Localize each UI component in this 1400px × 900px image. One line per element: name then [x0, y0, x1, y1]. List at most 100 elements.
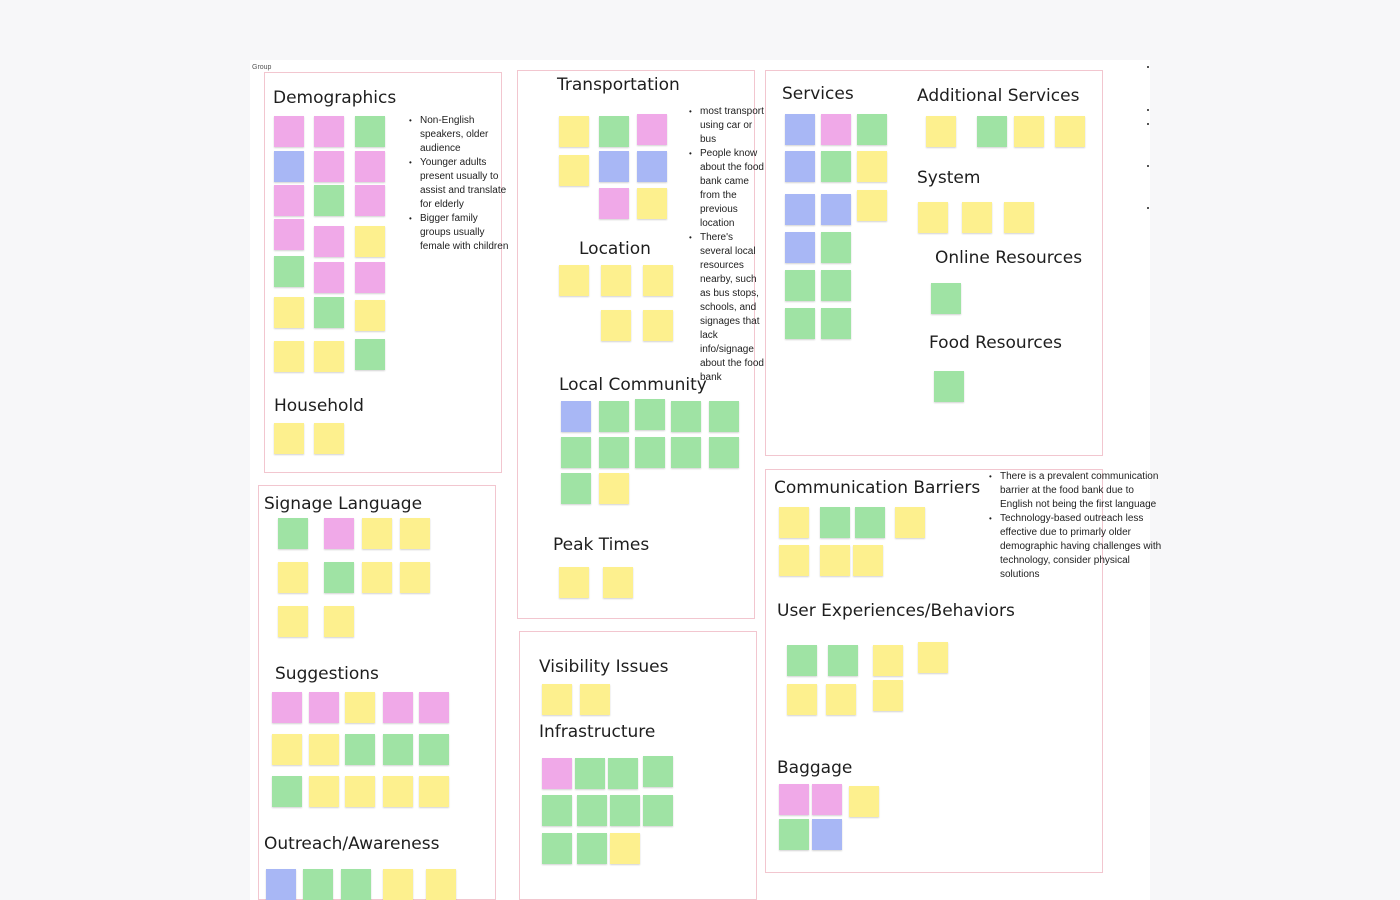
sticky-note[interactable] [855, 507, 885, 538]
sticky-note[interactable] [324, 562, 354, 593]
sticky-note[interactable] [821, 114, 851, 145]
sticky-note[interactable] [857, 114, 887, 145]
sticky-note[interactable] [426, 869, 456, 900]
sticky-note[interactable] [272, 692, 302, 723]
sticky-note[interactable] [599, 473, 629, 504]
sticky-note[interactable] [787, 645, 817, 676]
sticky-note[interactable] [812, 819, 842, 850]
sticky-note[interactable] [355, 300, 385, 331]
sticky-note[interactable] [274, 151, 304, 182]
sticky-note[interactable] [895, 507, 925, 538]
sticky-note[interactable] [341, 869, 371, 900]
sticky-note[interactable] [345, 734, 375, 765]
sticky-note[interactable] [934, 371, 964, 402]
sticky-note[interactable] [345, 692, 375, 723]
sticky-note[interactable] [575, 758, 605, 789]
sticky-note[interactable] [274, 341, 304, 372]
sticky-note[interactable] [977, 116, 1007, 147]
sticky-note[interactable] [601, 265, 631, 296]
sticky-note[interactable] [599, 188, 629, 219]
sticky-note[interactable] [1014, 116, 1044, 147]
sticky-note[interactable] [918, 202, 948, 233]
sticky-note[interactable] [309, 734, 339, 765]
sticky-note[interactable] [637, 114, 667, 145]
sticky-note[interactable] [785, 232, 815, 263]
sticky-note[interactable] [559, 116, 589, 147]
sticky-note[interactable] [873, 680, 903, 711]
sticky-note[interactable] [635, 399, 665, 430]
sticky-note[interactable] [785, 151, 815, 182]
sticky-note[interactable] [400, 562, 430, 593]
sticky-note[interactable] [266, 869, 296, 900]
sticky-note[interactable] [599, 116, 629, 147]
sticky-note[interactable] [309, 776, 339, 807]
sticky-note[interactable] [821, 151, 851, 182]
sticky-note[interactable] [785, 308, 815, 339]
sticky-note[interactable] [643, 310, 673, 341]
sticky-note[interactable] [671, 401, 701, 432]
sticky-note[interactable] [314, 297, 344, 328]
sticky-note[interactable] [787, 684, 817, 715]
sticky-note[interactable] [309, 692, 339, 723]
sticky-note[interactable] [274, 219, 304, 250]
sticky-note[interactable] [1055, 116, 1085, 147]
sticky-note[interactable] [637, 188, 667, 219]
sticky-note[interactable] [779, 507, 809, 538]
sticky-note[interactable] [419, 692, 449, 723]
sticky-note[interactable] [820, 507, 850, 538]
sticky-note[interactable] [278, 606, 308, 637]
sticky-note[interactable] [643, 756, 673, 787]
sticky-note[interactable] [314, 185, 344, 216]
sticky-note[interactable] [274, 116, 304, 147]
sticky-note[interactable] [599, 151, 629, 182]
sticky-note[interactable] [610, 833, 640, 864]
sticky-note[interactable] [383, 734, 413, 765]
sticky-note[interactable] [355, 226, 385, 257]
sticky-note[interactable] [314, 226, 344, 257]
sticky-note[interactable] [821, 232, 851, 263]
sticky-note[interactable] [599, 401, 629, 432]
sticky-note[interactable] [857, 190, 887, 221]
sticky-note[interactable] [599, 437, 629, 468]
sticky-note[interactable] [931, 283, 961, 314]
sticky-note[interactable] [637, 151, 667, 182]
sticky-note[interactable] [419, 734, 449, 765]
sticky-note[interactable] [324, 606, 354, 637]
sticky-note[interactable] [785, 270, 815, 301]
sticky-note[interactable] [608, 758, 638, 789]
sticky-note[interactable] [419, 776, 449, 807]
sticky-note[interactable] [580, 684, 610, 715]
sticky-note[interactable] [635, 437, 665, 468]
sticky-note[interactable] [918, 642, 948, 673]
sticky-note[interactable] [400, 518, 430, 549]
sticky-note[interactable] [643, 265, 673, 296]
sticky-note[interactable] [601, 310, 631, 341]
sticky-note[interactable] [559, 155, 589, 186]
sticky-note[interactable] [383, 869, 413, 900]
sticky-note[interactable] [314, 423, 344, 454]
sticky-note[interactable] [709, 437, 739, 468]
sticky-note[interactable] [561, 401, 591, 432]
sticky-note[interactable] [355, 151, 385, 182]
sticky-note[interactable] [821, 308, 851, 339]
sticky-note[interactable] [779, 819, 809, 850]
sticky-note[interactable] [542, 833, 572, 864]
sticky-note[interactable] [355, 339, 385, 370]
sticky-note[interactable] [779, 545, 809, 576]
sticky-note[interactable] [610, 795, 640, 826]
sticky-note[interactable] [849, 786, 879, 817]
sticky-note[interactable] [324, 518, 354, 549]
sticky-note[interactable] [274, 185, 304, 216]
sticky-note[interactable] [821, 194, 851, 225]
sticky-note[interactable] [561, 473, 591, 504]
sticky-note[interactable] [709, 401, 739, 432]
sticky-note[interactable] [821, 270, 851, 301]
sticky-note[interactable] [577, 795, 607, 826]
sticky-note[interactable] [926, 116, 956, 147]
sticky-note[interactable] [272, 734, 302, 765]
sticky-note[interactable] [383, 776, 413, 807]
sticky-note[interactable] [559, 567, 589, 598]
sticky-note[interactable] [542, 684, 572, 715]
sticky-note[interactable] [542, 758, 572, 789]
sticky-note[interactable] [603, 567, 633, 598]
